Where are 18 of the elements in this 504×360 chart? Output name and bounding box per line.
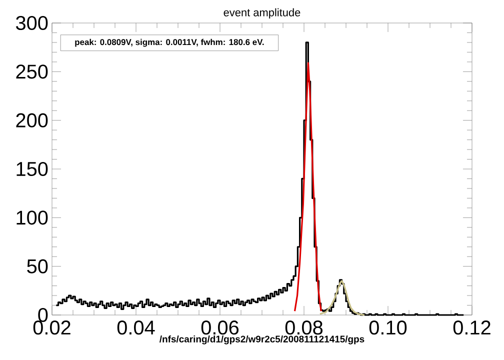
y-tick-label: 300: [16, 16, 48, 30]
y-tick-label: 50: [27, 259, 48, 274]
x-tick-label: 0.02: [33, 320, 70, 335]
x-tick-label: 0.10: [369, 320, 407, 335]
y-tick-label: 200: [16, 113, 48, 128]
x-axis-title: /nfs/caring/d1/gps2/w9r2c5/200811121415/gps: [160, 335, 364, 344]
y-tick-label: 100: [16, 210, 48, 225]
x-tick-label: 0.06: [201, 320, 239, 335]
line-series: [294, 62, 322, 312]
x-tick-label: 0.08: [285, 320, 323, 335]
y-tick-label: 150: [16, 162, 48, 176]
x-tick-label: 0.04: [117, 320, 155, 335]
y-tick-label: 0: [38, 308, 48, 322]
x-tick-label: 0.12: [453, 320, 490, 335]
line-series: [319, 280, 366, 316]
y-tick-label: 250: [16, 64, 48, 79]
chart-title: event amplitude: [224, 8, 300, 18]
annotation: peak: 0.0809V, sigma: 0.0011V, fwhm: 180.6 eV.: [75, 38, 264, 47]
